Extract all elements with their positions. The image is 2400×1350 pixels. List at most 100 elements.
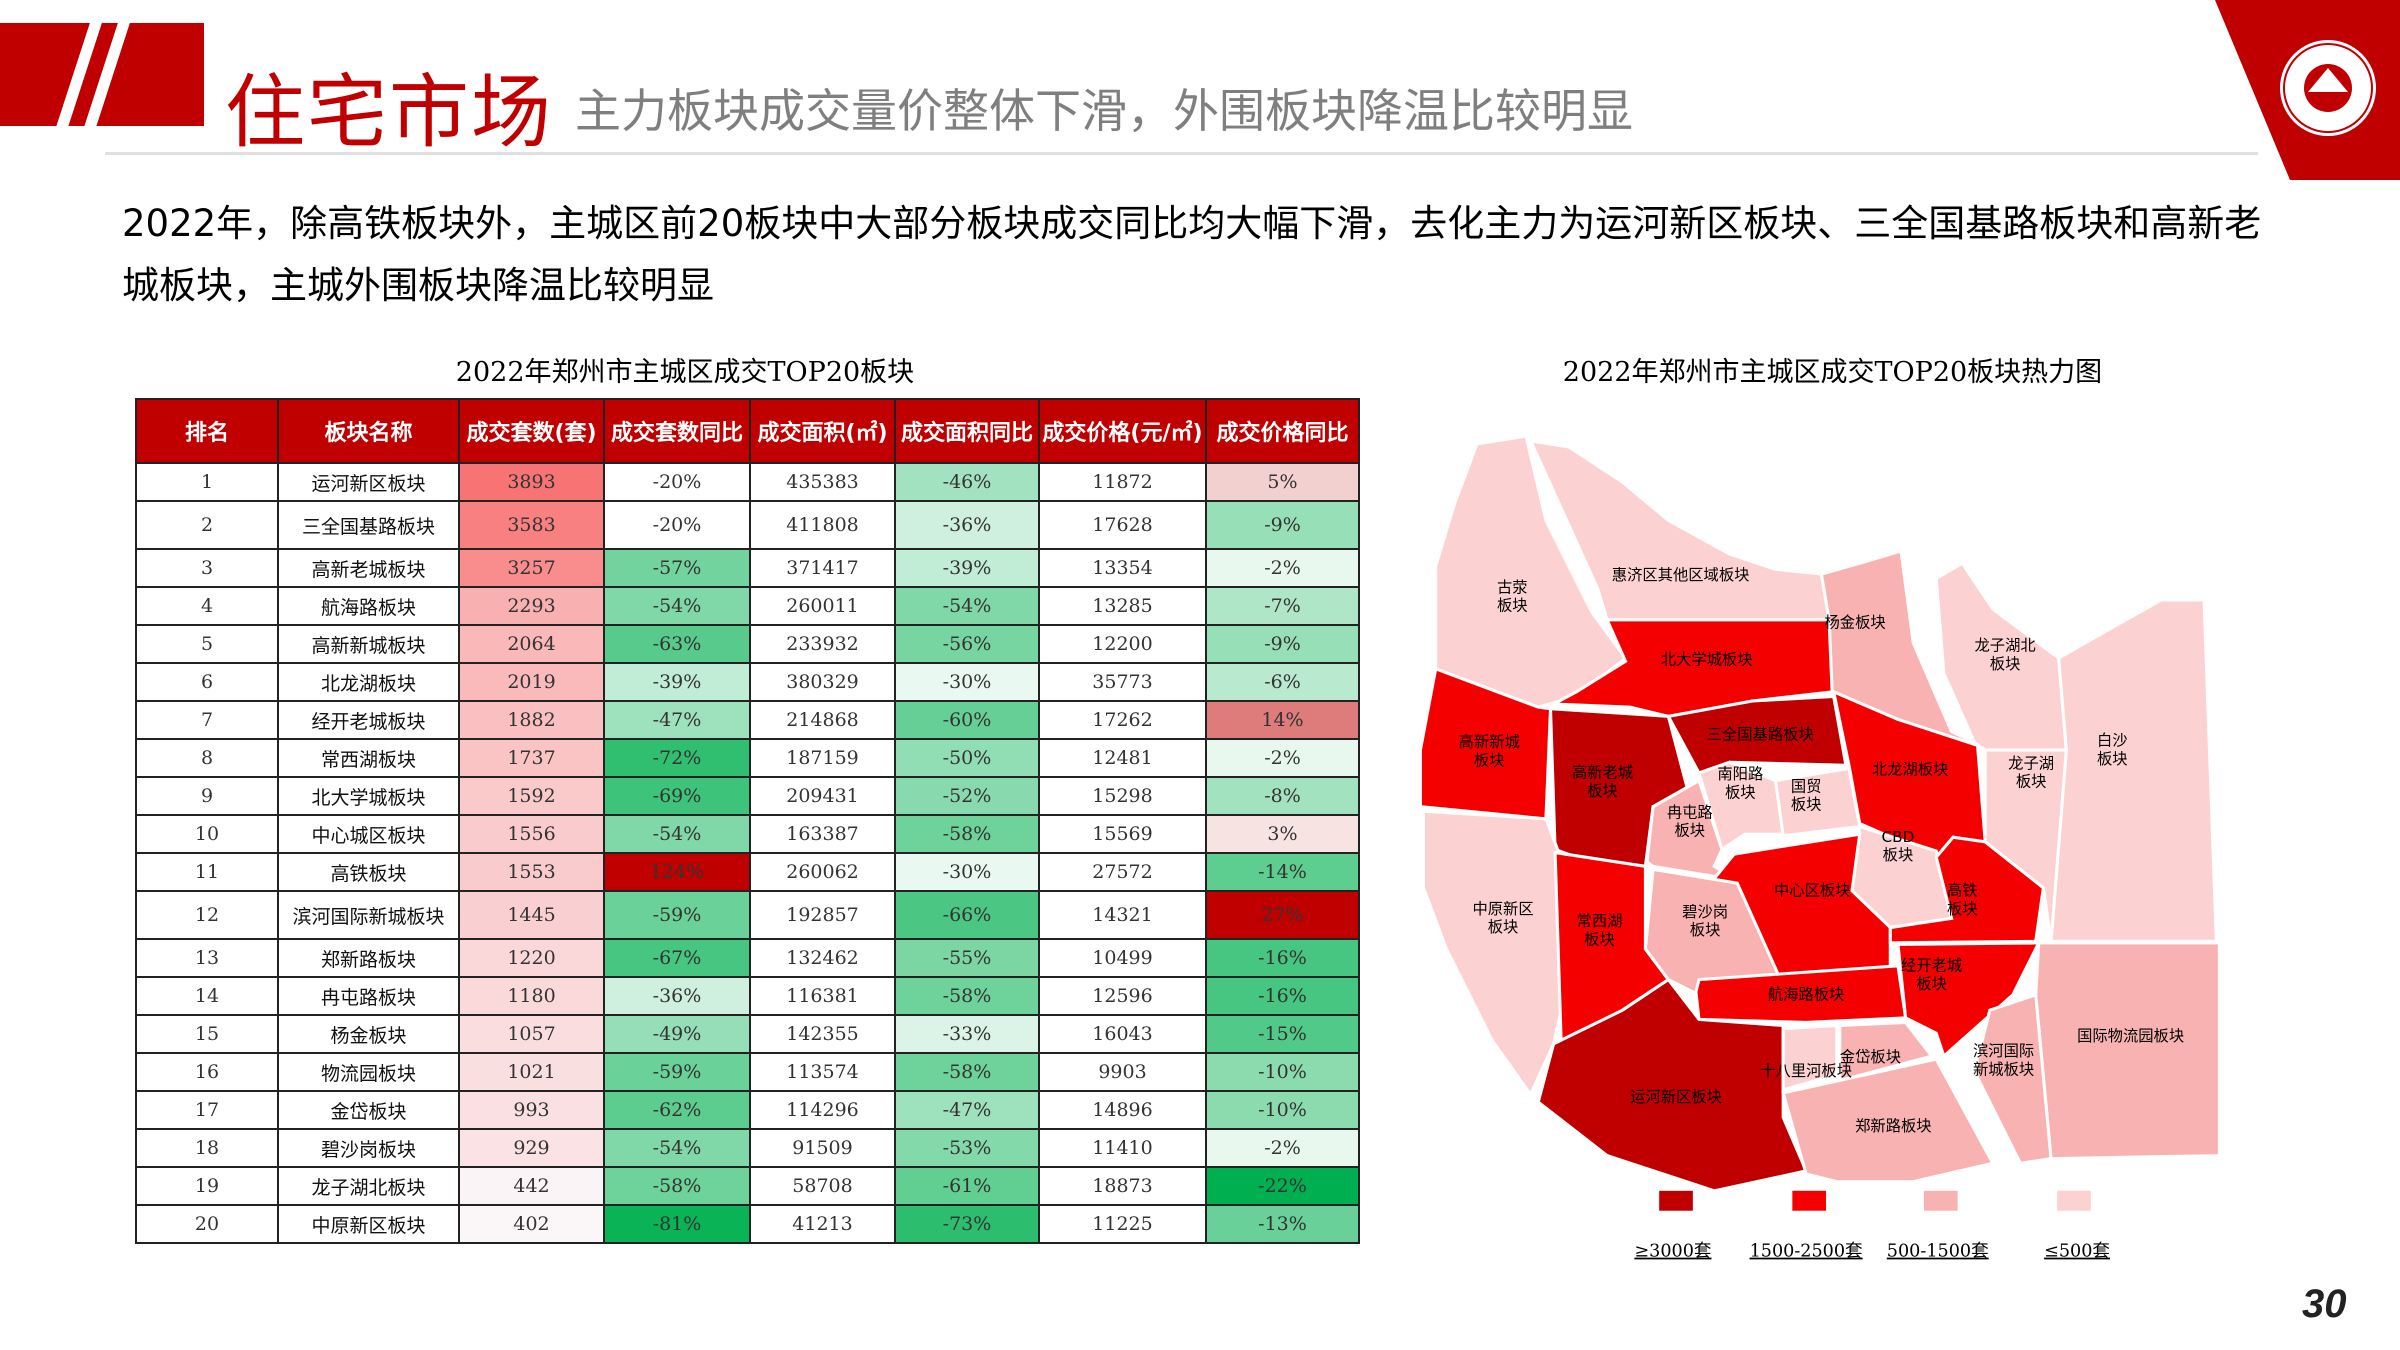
table-row: 6 北龙湖板块 2019 -39% 380329 -30% 35773 -6% (135, 662, 1360, 702)
area-cell: 233932 (749, 624, 896, 664)
name-cell: 三全国基路板块 (277, 500, 460, 550)
map-region (1547, 618, 1834, 718)
price-cell: 11872 (1038, 462, 1207, 502)
units-cell: 2019 (458, 662, 605, 702)
units-yoy-cell: -20% (603, 462, 751, 502)
name-cell: 金岱板块 (277, 1090, 460, 1130)
table-row: 9 北大学城板块 1592 -69% 209431 -52% 15298 -8% (135, 776, 1360, 816)
units-yoy-cell: -47% (603, 700, 751, 740)
price-cell: 18873 (1038, 1166, 1207, 1206)
area-yoy-cell: -58% (894, 814, 1040, 854)
map-region (1838, 1020, 1935, 1083)
area-cell: 380329 (749, 662, 896, 702)
column-header: 排名 (135, 398, 279, 464)
rank-cell: 11 (135, 852, 279, 892)
units-cell: 1220 (458, 938, 605, 978)
map-region (1972, 992, 2053, 1165)
name-cell: 高新老城板块 (277, 548, 460, 588)
units-yoy-cell: -62% (603, 1090, 751, 1130)
name-cell: 滨河国际新城板块 (277, 890, 460, 940)
price-cell: 14321 (1038, 890, 1207, 940)
units-yoy-cell: -54% (603, 586, 751, 626)
units-cell: 1592 (458, 776, 605, 816)
area-cell: 163387 (749, 814, 896, 854)
rank-cell: 20 (135, 1204, 279, 1244)
units-cell: 3583 (458, 500, 605, 550)
area-cell: 113574 (749, 1052, 896, 1092)
rank-cell: 4 (135, 586, 279, 626)
price-yoy-cell: -13% (1205, 1204, 1360, 1244)
units-cell: 3257 (458, 548, 605, 588)
units-yoy-cell: -20% (603, 500, 751, 550)
price-cell: 11410 (1038, 1128, 1207, 1168)
map-region (1528, 438, 1831, 622)
price-cell: 15569 (1038, 814, 1207, 854)
table-row: 10 中心城区板块 1556 -54% 163387 -58% 15569 3% (135, 814, 1360, 854)
price-cell: 13285 (1038, 586, 1207, 626)
units-cell: 993 (458, 1090, 605, 1130)
units-cell: 1553 (458, 852, 605, 892)
area-yoy-cell: -30% (894, 852, 1040, 892)
units-yoy-cell: -49% (603, 1014, 751, 1054)
area-yoy-cell: -60% (894, 700, 1040, 740)
price-cell: 16043 (1038, 1014, 1207, 1054)
rank-cell: 12 (135, 890, 279, 940)
area-yoy-cell: -56% (894, 624, 1040, 664)
table-row: 3 高新老城板块 3257 -57% 371417 -39% 13354 -2% (135, 548, 1360, 588)
units-cell: 402 (458, 1204, 605, 1244)
price-yoy-cell: -16% (1205, 938, 1360, 978)
map-region (1888, 835, 2046, 945)
price-cell: 14896 (1038, 1090, 1207, 1130)
table-header-row: 排名 板块名称 成交套数(套) 成交套数同比 成交面积(㎡) 成交面积同比 成交价格(元/㎡… (135, 398, 1360, 464)
legend-label: ≤500套 (2044, 1242, 2110, 1262)
area-cell: 371417 (749, 548, 896, 588)
column-header: 成交套数同比 (603, 398, 751, 464)
map-region (1781, 1057, 1996, 1184)
table-row: 5 高新新城板块 2064 -63% 233932 -56% 12200 -9% (135, 624, 1360, 664)
table-row: 15 杨金板块 1057 -49% 142355 -33% 16043 -15% (135, 1014, 1360, 1054)
rank-cell: 14 (135, 976, 279, 1016)
rank-cell: 9 (135, 776, 279, 816)
map-region (1694, 964, 1908, 1024)
table-title: 2022年郑州市主城区成交TOP20板块 (455, 357, 915, 388)
units-yoy-cell: -81% (603, 1204, 751, 1244)
area-yoy-cell: -58% (894, 1052, 1040, 1092)
units-cell: 1021 (458, 1052, 605, 1092)
area-yoy-cell: -52% (894, 776, 1040, 816)
table-row: 8 常西湖板块 1737 -72% 187159 -50% 12481 -2% (135, 738, 1360, 778)
area-cell: 260062 (749, 852, 896, 892)
price-cell: 15298 (1038, 776, 1207, 816)
units-yoy-cell: -59% (603, 1052, 751, 1092)
area-cell: 209431 (749, 776, 896, 816)
name-cell: 高铁板块 (277, 852, 460, 892)
rank-cell: 19 (135, 1166, 279, 1206)
map-region (1773, 766, 1862, 838)
table-row: 7 经开老城板块 1882 -47% 214868 -60% 17262 14% (135, 700, 1360, 740)
legend-swatch (1923, 1190, 1958, 1211)
rank-cell: 8 (135, 738, 279, 778)
area-cell: 435383 (749, 462, 896, 502)
price-yoy-cell: -10% (1205, 1090, 1360, 1130)
price-yoy-cell: -2% (1205, 1128, 1360, 1168)
price-yoy-cell: -15% (1205, 1014, 1360, 1054)
name-cell: 冉屯路板块 (277, 976, 460, 1016)
name-cell: 北龙湖板块 (277, 662, 460, 702)
price-cell: 11225 (1038, 1204, 1207, 1244)
name-cell: 北大学城板块 (277, 776, 460, 816)
area-cell: 41213 (749, 1204, 896, 1244)
units-cell: 1445 (458, 890, 605, 940)
header-divider (105, 152, 2258, 155)
area-cell: 142355 (749, 1014, 896, 1054)
units-cell: 1057 (458, 1014, 605, 1054)
table-row: 18 碧沙岗板块 929 -54% 91509 -53% 11410 -2% (135, 1128, 1360, 1168)
legend-label: ≥3000套 (1634, 1242, 1711, 1262)
units-yoy-cell: -36% (603, 976, 751, 1016)
units-yoy-cell: -39% (603, 662, 751, 702)
area-yoy-cell: -55% (894, 938, 1040, 978)
area-yoy-cell: -33% (894, 1014, 1040, 1054)
area-cell: 58708 (749, 1166, 896, 1206)
header-accent-block (0, 23, 204, 126)
price-cell: 12481 (1038, 738, 1207, 778)
area-yoy-cell: -66% (894, 890, 1040, 940)
rank-cell: 2 (135, 500, 279, 550)
